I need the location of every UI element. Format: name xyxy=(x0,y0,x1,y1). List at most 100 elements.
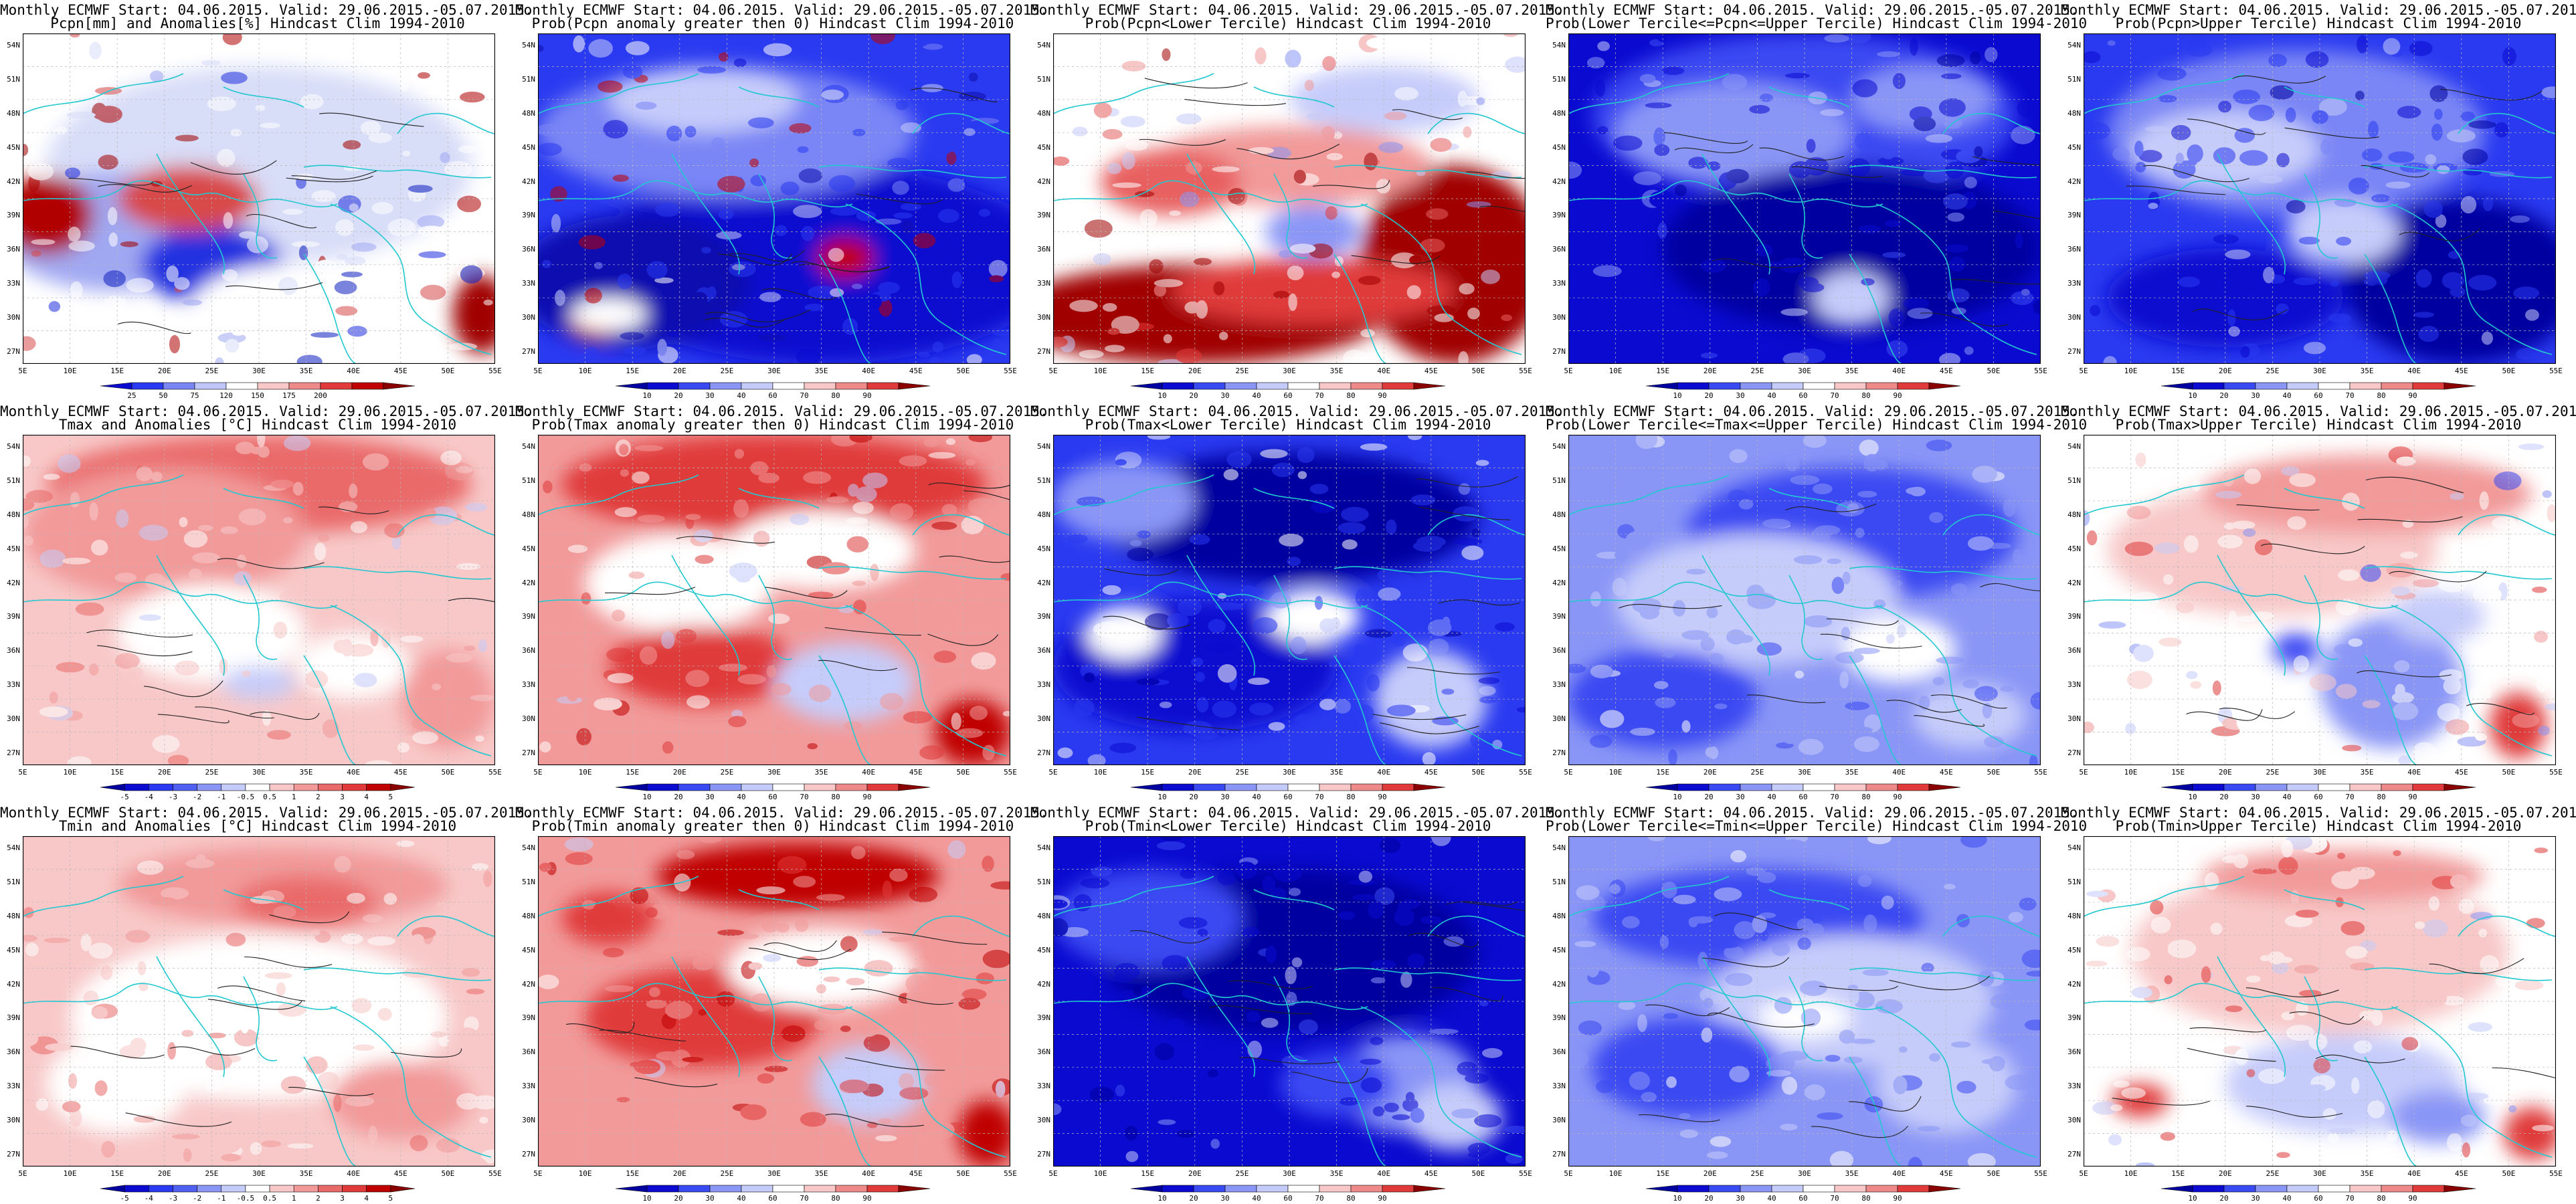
latitude-tick-label: 27N xyxy=(522,347,535,356)
colorbar-tick-label: 40 xyxy=(2282,793,2291,801)
colorbar-swatch xyxy=(2223,783,2256,791)
colorbar-swatch xyxy=(615,1185,648,1193)
height-contours xyxy=(2186,476,2535,721)
field-shading xyxy=(571,298,647,331)
colorbar-tick-label: -4 xyxy=(145,793,154,801)
longitude-tick-label: 45E xyxy=(1424,1169,1438,1178)
colorbar-tick-label: 80 xyxy=(1861,793,1870,801)
longitude-tick-label: 30E xyxy=(2313,367,2326,375)
latitude-tick-label: 54N xyxy=(2067,41,2081,49)
latitude-tick-label: 48N xyxy=(2067,108,2081,118)
latitude-tick-label: 27N xyxy=(7,748,20,757)
panel-title-line2: Prob(Lower Tercile<=Pcpn<=Upper Tercile)… xyxy=(1546,15,2088,31)
latitude-tick-label: 51N xyxy=(7,877,20,886)
colorbar-swatch xyxy=(1319,783,1352,791)
colorbar-tick-label: -2 xyxy=(193,793,201,801)
colorbar-swatch xyxy=(2223,382,2256,390)
colorbar-tick-label: 40 xyxy=(1767,1194,1776,1203)
colorbar-tick-label: 90 xyxy=(1378,1194,1386,1203)
latitude-tick-label: 30N xyxy=(1552,313,1566,322)
map-panel: Monthly ECMWF Start: 04.06.2015. Valid: … xyxy=(515,0,1048,401)
colorbar-swatch xyxy=(293,1185,318,1193)
latitude-tick-label: 27N xyxy=(7,1150,20,1159)
longitude-tick-label: 25E xyxy=(1750,1169,1764,1178)
colorbar: 10 20 30 40 60 70 80 90 xyxy=(1130,1185,1446,1203)
colorbar-tick-label: 3 xyxy=(340,793,345,801)
latitude-tick-label: 42N xyxy=(7,979,20,989)
latitude-tick-label: 30N xyxy=(522,714,535,724)
colorbar-swatch xyxy=(1740,382,1772,390)
colorbar-tick-label: 10 xyxy=(642,391,651,400)
latitude-tick-label: 51N xyxy=(1037,74,1050,84)
colorbar-tick-label: 60 xyxy=(768,391,777,400)
colorbar-swatch xyxy=(2286,382,2319,390)
longitude-tick-label: 25E xyxy=(1235,1169,1249,1178)
longitude-tick-label: 45E xyxy=(909,768,923,777)
colorbar-tick-label: 70 xyxy=(2345,793,2354,801)
colorbar-tick-label: 90 xyxy=(862,793,871,801)
colorbar-swatch xyxy=(646,783,679,791)
map-panel: Monthly ECMWF Start: 04.06.2015. Valid: … xyxy=(1030,803,1564,1204)
latitude-tick-label: 51N xyxy=(522,877,535,886)
colorbar-swatch xyxy=(866,1185,899,1193)
latitude-tick-label: 39N xyxy=(522,211,535,220)
colorbar-swatch xyxy=(1897,783,1930,791)
colorbar-swatch xyxy=(1319,1185,1352,1193)
latitude-tick-label: 45N xyxy=(1552,544,1566,553)
colorbar-swatch xyxy=(2381,1185,2413,1193)
colorbar-swatch xyxy=(898,1185,931,1193)
colorbar-tick-label: -3 xyxy=(169,793,177,801)
colorbar-swatch xyxy=(288,382,321,390)
colorbar-tick-label: 60 xyxy=(2314,391,2322,400)
latitude-tick-label: 36N xyxy=(522,1047,535,1057)
colorbar-tick-label: 175 xyxy=(282,391,296,400)
colorbar-tick-label: 80 xyxy=(2377,793,2385,801)
panel-title-line2: Prob(Pcpn anomaly greater then 0) Hindca… xyxy=(531,15,1014,31)
longitude-tick-label: 50E xyxy=(956,1169,970,1178)
colorbar-swatch xyxy=(2444,382,2476,390)
longitude-tick-label: 55E xyxy=(2549,768,2563,777)
colorbar-swatch xyxy=(1677,783,1710,791)
colorbar-tick-label: 60 xyxy=(1283,793,1292,801)
latitude-tick-label: 30N xyxy=(7,1116,20,1125)
latitude-tick-label: 54N xyxy=(522,41,535,49)
colorbar-swatch xyxy=(1350,1185,1383,1193)
colorbar-swatch xyxy=(100,783,125,791)
longitude-tick-label: 20E xyxy=(1188,768,1202,777)
longitude-tick-label: 55E xyxy=(488,1169,502,1178)
panel-title-line2: Tmax and Anomalies [°C] Hindcast Clim 19… xyxy=(58,417,457,433)
longitude-tick-label: 10E xyxy=(63,768,77,777)
longitude-tick-label: 30E xyxy=(767,367,781,375)
colorbar-tick-label: 60 xyxy=(1283,1194,1292,1203)
longitude-tick-label: 35E xyxy=(814,367,828,375)
colorbar-tick-label: 30 xyxy=(2251,1194,2260,1203)
longitude-tick-label: 10E xyxy=(63,367,77,375)
colorbar-tick-label: 80 xyxy=(831,793,840,801)
panel-title-line1: Monthly ECMWF Start: 04.06.2015. Valid: … xyxy=(1546,403,2079,419)
latitude-tick-label: 45N xyxy=(1037,544,1050,553)
latitude-tick-label: 36N xyxy=(7,1047,20,1057)
longitude-tick-label: 45E xyxy=(909,367,923,375)
longitude-tick-label: 55E xyxy=(1519,768,1532,777)
colorbar-swatch xyxy=(1413,783,1446,791)
colorbar-swatch xyxy=(100,382,132,390)
field-shading xyxy=(1100,451,1479,584)
longitude-tick-label: 40E xyxy=(1892,1169,1906,1178)
longitude-tick-label: 35E xyxy=(814,768,828,777)
latitude-tick-label: 51N xyxy=(522,476,535,485)
longitude-tick-label: 20E xyxy=(672,1169,686,1178)
latitude-tick-label: 54N xyxy=(1037,41,1050,49)
longitude-tick-label: 40E xyxy=(347,1169,361,1178)
colorbar-swatch xyxy=(1928,1185,1961,1193)
height-contours xyxy=(605,482,1010,672)
longitude-tick-label: 5E xyxy=(2079,768,2088,777)
longitude-tick-label: 20E xyxy=(157,1169,171,1178)
colorbar-tick-label: 20 xyxy=(2219,1194,2228,1203)
longitude-tick-label: 50E xyxy=(441,367,455,375)
colorbar-tick-label: 90 xyxy=(1893,1194,1902,1203)
longitude-tick-label: 30E xyxy=(1283,1169,1296,1178)
latitude-tick-label: 51N xyxy=(1037,476,1050,485)
latitude-tick-label: 39N xyxy=(522,1013,535,1023)
map-plot xyxy=(1053,435,1526,765)
longitude-tick-label: 10E xyxy=(1093,367,1107,375)
